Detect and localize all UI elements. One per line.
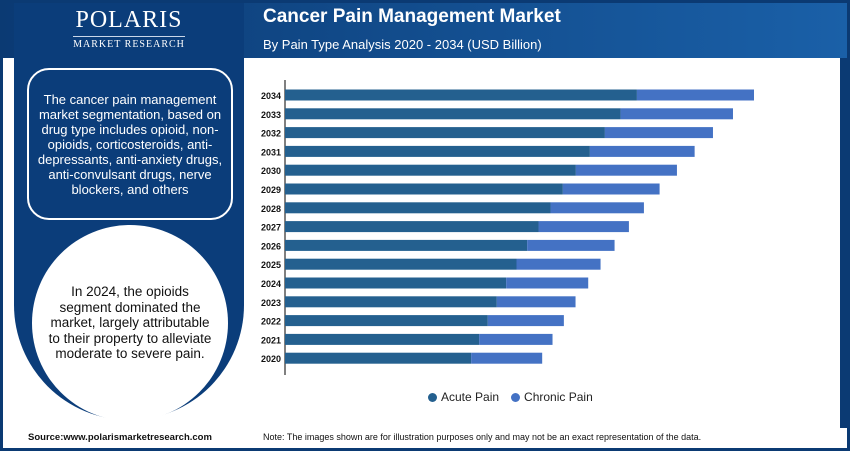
y-tick-label: 2028 — [261, 204, 281, 214]
right-border — [840, 58, 847, 428]
legend-item-chronic: Chronic Pain — [511, 390, 593, 404]
highlight-circle: In 2024, the opioids segment dominated t… — [32, 225, 228, 421]
polaris-logo: POLARIS MARKET RESEARCH — [14, 6, 244, 50]
bar-acute-2027 — [285, 221, 539, 233]
legend-label-acute: Acute Pain — [441, 390, 500, 404]
y-tick-label: 2021 — [261, 335, 281, 345]
segmentation-text: The cancer pain management market segmen… — [37, 91, 223, 197]
logo-divider — [73, 36, 185, 37]
bar-chart: 2034 2033 2032 2031 2030 2029 2028 2027 2026 2025… — [261, 80, 754, 375]
bar-acute-2029 — [285, 183, 563, 195]
y-tick-label: 2022 — [261, 317, 281, 327]
logo-name: POLARIS — [75, 7, 183, 33]
bar-acute-2026 — [285, 239, 528, 251]
source-text: Source:www.polarismarketresearch.com — [28, 432, 212, 443]
legend-label-chronic: Chronic Pain — [524, 390, 593, 404]
y-tick-label: 2033 — [261, 110, 281, 120]
bar-chronic-2026 — [527, 239, 615, 251]
bar-chronic-2021 — [479, 333, 553, 345]
bar-acute-2031 — [285, 145, 590, 157]
bar-acute-2024 — [285, 277, 507, 289]
bar-acute-2023 — [285, 296, 497, 308]
y-tick-label: 2027 — [261, 223, 281, 233]
logo-tagline: MARKET RESEARCH — [73, 39, 185, 50]
bar-chronic-2028 — [550, 202, 644, 214]
y-tick-label: 2023 — [261, 298, 281, 308]
bar-chronic-2020 — [471, 352, 543, 364]
bar-chronic-2027 — [538, 221, 629, 233]
chart-title: Cancer Pain Management Market — [263, 6, 561, 27]
bar-acute-2033 — [285, 108, 621, 120]
bar-acute-2025 — [285, 258, 517, 270]
highlight-text: In 2024, the opioids segment dominated t… — [48, 284, 212, 362]
chart-subtitle: By Pain Type Analysis 2020 - 2034 (USD B… — [263, 37, 542, 52]
bar-chronic-2030 — [575, 164, 677, 176]
bar-acute-2022 — [285, 315, 488, 327]
legend-item-acute: Acute Pain — [428, 390, 499, 404]
bar-chronic-2023 — [496, 296, 576, 308]
bar-chronic-2031 — [589, 145, 695, 157]
segmentation-info-box: The cancer pain management market segmen… — [27, 68, 233, 220]
y-tick-label: 2024 — [261, 279, 281, 289]
y-tick-label: 2031 — [261, 147, 281, 157]
legend: Acute Pain Chronic Pain — [428, 390, 593, 404]
y-tick-label: 2032 — [261, 129, 281, 139]
bar-acute-2030 — [285, 164, 576, 176]
legend-swatch-acute — [428, 393, 437, 402]
bar-chronic-2033 — [620, 108, 733, 120]
y-tick-label: 2020 — [261, 354, 281, 364]
y-tick-label: 2029 — [261, 185, 281, 195]
bar-acute-2034 — [285, 89, 637, 101]
bar-acute-2028 — [285, 202, 551, 214]
y-tick-label: 2034 — [261, 91, 281, 101]
y-tick-label: 2025 — [261, 260, 281, 270]
bar-acute-2021 — [285, 333, 480, 345]
y-tick-label: 2030 — [261, 166, 281, 176]
bar-acute-2032 — [285, 127, 605, 139]
bar-chronic-2024 — [506, 277, 589, 289]
legend-swatch-chronic — [511, 393, 521, 402]
y-tick-label: 2026 — [261, 241, 281, 251]
bar-chronic-2022 — [487, 315, 564, 327]
bar-chronic-2025 — [516, 258, 601, 270]
bar-acute-2020 — [285, 352, 472, 364]
bar-chronic-2034 — [636, 89, 754, 101]
bar-chronic-2032 — [604, 127, 713, 139]
bar-chronic-2029 — [562, 183, 660, 195]
disclaimer-note: Note: The images shown are for illustrat… — [263, 432, 702, 442]
